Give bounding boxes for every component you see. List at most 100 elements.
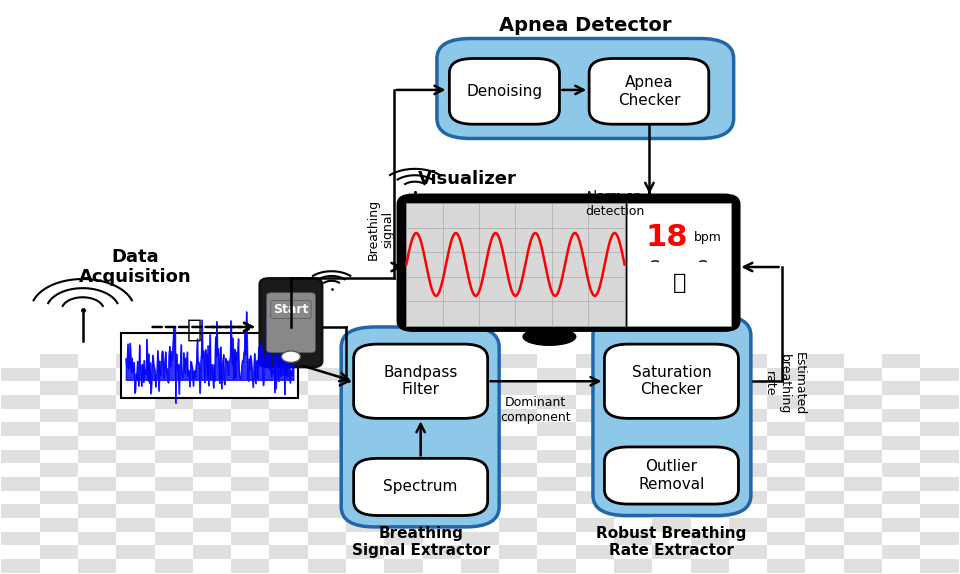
Text: 🔔: 🔔	[672, 273, 685, 293]
Bar	[78, 449, 116, 463]
Bar	[576, 518, 614, 532]
Bar	[729, 491, 767, 505]
Bar	[576, 491, 614, 505]
Bar	[231, 449, 270, 463]
Bar	[270, 436, 308, 449]
Bar	[499, 491, 538, 505]
Text: 18: 18	[645, 223, 688, 252]
FancyBboxPatch shape	[589, 59, 708, 124]
Bar	[538, 422, 576, 436]
Bar	[346, 436, 384, 449]
Bar	[116, 463, 155, 477]
Bar	[78, 395, 116, 409]
Bar	[959, 463, 960, 477]
Bar	[1, 505, 39, 518]
Bar	[690, 477, 729, 491]
Bar	[384, 532, 422, 545]
Bar	[805, 354, 844, 368]
Bar	[78, 559, 116, 573]
FancyBboxPatch shape	[605, 447, 738, 504]
Bar	[231, 368, 270, 381]
Bar	[538, 368, 576, 381]
Bar	[193, 545, 231, 559]
Bar	[116, 409, 155, 422]
Bar	[729, 545, 767, 559]
Bar	[39, 409, 78, 422]
Bar	[308, 395, 346, 409]
Bar	[805, 518, 844, 532]
Bar	[538, 449, 576, 463]
Text: Start: Start	[274, 303, 308, 316]
Bar	[652, 354, 690, 368]
Bar	[882, 436, 921, 449]
Bar	[690, 559, 729, 573]
Bar	[652, 491, 690, 505]
Bar	[959, 518, 960, 532]
Text: Breathing
signal: Breathing signal	[367, 199, 395, 261]
Bar	[461, 422, 499, 436]
Bar	[576, 436, 614, 449]
Bar	[270, 491, 308, 505]
Bar	[78, 477, 116, 491]
Text: Spectrum: Spectrum	[383, 479, 458, 494]
Bar	[346, 409, 384, 422]
Bar	[614, 477, 652, 491]
Bar	[461, 532, 499, 545]
Bar	[39, 491, 78, 505]
Bar	[155, 449, 193, 463]
Bar	[882, 491, 921, 505]
Bar	[767, 477, 805, 491]
Text: Apnea Detector: Apnea Detector	[499, 15, 672, 34]
Bar	[690, 532, 729, 545]
Bar	[231, 532, 270, 545]
Bar	[844, 449, 882, 463]
Bar	[1, 477, 39, 491]
Bar	[39, 518, 78, 532]
Bar	[461, 449, 499, 463]
Text: Outlier
Removal: Outlier Removal	[638, 459, 705, 492]
Text: Data
Acquisition: Data Acquisition	[79, 247, 192, 286]
Bar	[844, 422, 882, 436]
Bar	[193, 381, 231, 395]
Bar	[959, 409, 960, 422]
Bar	[384, 449, 422, 463]
Bar	[882, 354, 921, 368]
Bar	[729, 354, 767, 368]
Text: Apnea
Checker: Apnea Checker	[617, 75, 681, 107]
Bar	[844, 477, 882, 491]
Bar	[346, 491, 384, 505]
Bar	[499, 436, 538, 449]
Text: 🫁: 🫁	[187, 318, 203, 342]
Bar	[767, 532, 805, 545]
Bar	[844, 532, 882, 545]
Bar	[921, 422, 959, 436]
Text: Saturation
Checker: Saturation Checker	[632, 365, 711, 397]
Bar	[1, 559, 39, 573]
Bar	[499, 381, 538, 395]
Bar	[193, 463, 231, 477]
Bar	[461, 559, 499, 573]
Bar	[308, 449, 346, 463]
Bar	[193, 518, 231, 532]
Bar	[805, 381, 844, 395]
Text: bpm: bpm	[694, 231, 722, 244]
Bar	[652, 463, 690, 477]
Bar	[690, 505, 729, 518]
Bar	[384, 368, 422, 381]
Bar	[308, 422, 346, 436]
Bar	[767, 559, 805, 573]
Bar	[461, 368, 499, 381]
Bar	[576, 354, 614, 368]
Bar	[576, 463, 614, 477]
Bar	[384, 395, 422, 409]
Bar	[461, 395, 499, 409]
Bar	[499, 545, 538, 559]
Bar	[78, 368, 116, 381]
Bar	[308, 532, 346, 545]
Bar	[614, 422, 652, 436]
Bar	[270, 381, 308, 395]
Bar	[231, 559, 270, 573]
Bar	[576, 381, 614, 395]
Bar	[538, 532, 576, 545]
Bar	[231, 395, 270, 409]
